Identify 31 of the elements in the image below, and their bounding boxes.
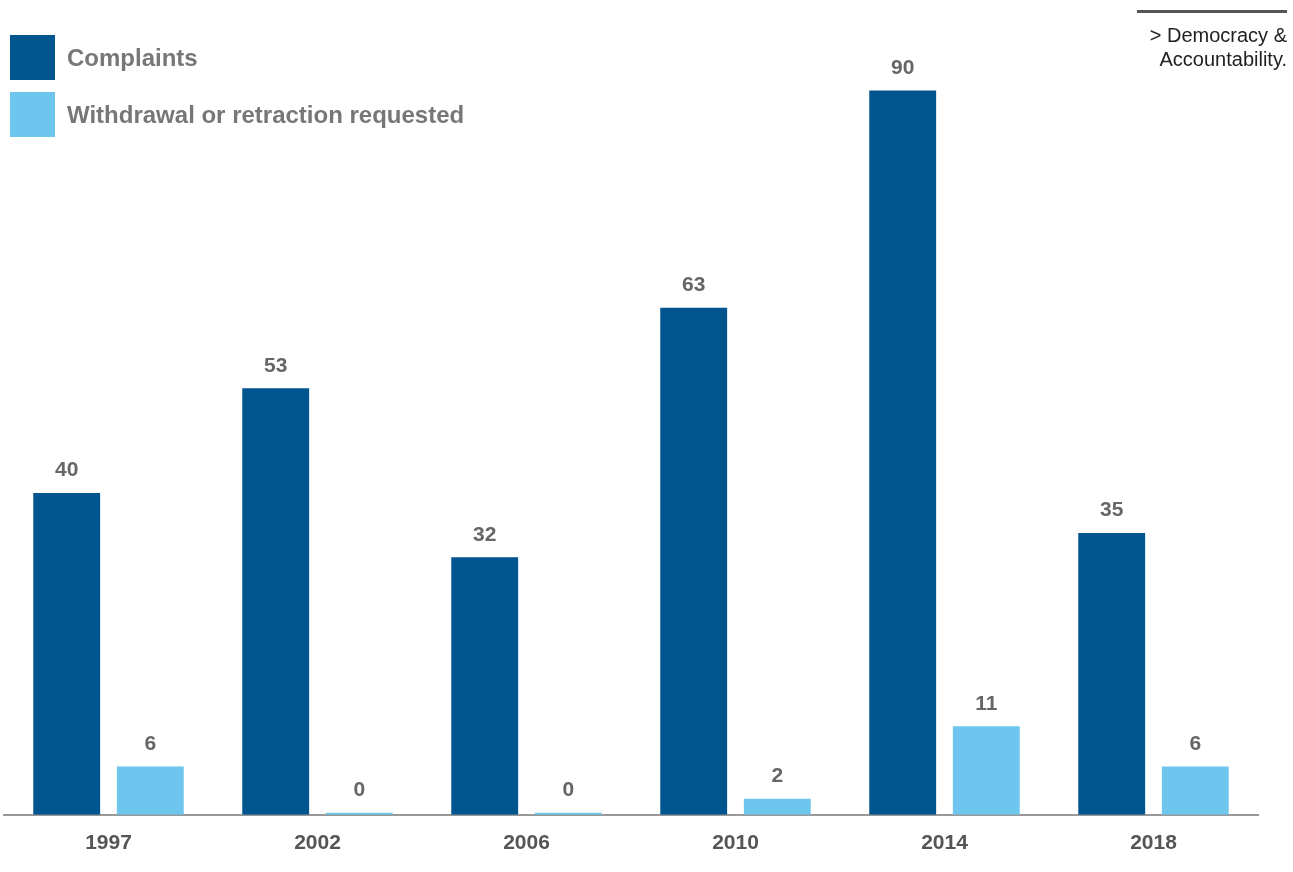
bar (116, 766, 184, 815)
x-tick-label: 1997 (85, 830, 132, 854)
legend-label: Complaints (67, 43, 198, 72)
bar (660, 307, 728, 815)
bar (869, 90, 937, 815)
text: > Democracy & Accountability. (1148, 23, 1287, 71)
bar (952, 726, 1020, 815)
data-label: 2 (771, 763, 784, 786)
bar (451, 557, 519, 815)
data-label: 35 (1100, 497, 1124, 521)
bar (743, 798, 811, 815)
data-label: 90 (891, 54, 915, 78)
bar (33, 492, 101, 815)
x-tick-label: 2014 (921, 830, 969, 854)
legend-label: Withdrawal or retraction requested (67, 100, 465, 129)
data-label: 0 (353, 777, 366, 801)
data-label: 40 (55, 457, 79, 481)
data-label: 6 (1189, 730, 1202, 754)
data-label: 11 (975, 690, 998, 714)
data-label: 53 (264, 352, 288, 376)
x-tick-label: 2010 (712, 830, 759, 854)
data-label: 6 (144, 730, 157, 754)
bar (1161, 766, 1229, 815)
bar (1078, 533, 1146, 815)
data-label: 32 (473, 521, 497, 545)
x-tick-label: 2006 (503, 830, 550, 854)
data-label: 0 (562, 777, 575, 801)
x-tick-label: 2018 (1130, 830, 1178, 854)
data-label: 63 (682, 272, 706, 296)
bar (242, 388, 310, 815)
x-tick-label: 2002 (294, 830, 341, 854)
